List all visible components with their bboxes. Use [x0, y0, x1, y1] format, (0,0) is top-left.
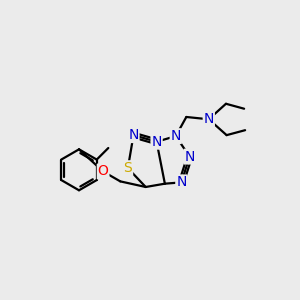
- Text: N: N: [184, 150, 195, 164]
- Text: N: N: [204, 112, 214, 126]
- Text: N: N: [176, 176, 187, 189]
- Text: N: N: [171, 129, 181, 143]
- Text: N: N: [152, 135, 162, 149]
- Text: O: O: [98, 164, 109, 178]
- Text: N: N: [128, 128, 139, 142]
- Text: S: S: [124, 161, 132, 175]
